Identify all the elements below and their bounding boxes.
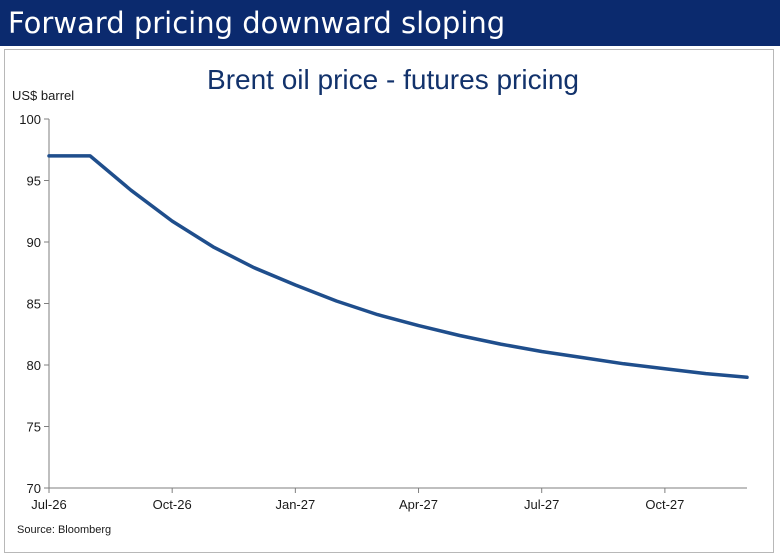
series-line [47,154,749,380]
x-tick-label: Jul-27 [524,497,559,512]
header-banner: Forward pricing downward sloping [0,0,780,46]
banner-title: Forward pricing downward sloping [8,6,506,40]
y-tick-label: 85 [27,297,41,312]
x-tick-label: Oct-27 [645,497,684,512]
y-tick-label: 70 [27,481,41,496]
x-tick-label: Oct-26 [153,497,192,512]
source-note: Source: Bloomberg [17,524,111,536]
x-tick-label: Jan-27 [275,497,315,512]
chart: Brent oil price - futures pricing US$ ba… [12,64,749,536]
plot-area: 70 75 80 85 90 95 100 Jul-26 Oct-26 Jan-27 Apr-27 J… [19,112,749,512]
chart-panel: Brent oil price - futures pricing US$ ba… [4,49,774,553]
x-tick-label: Apr-27 [399,497,438,512]
y-axis-label: US$ barrel [12,88,74,103]
y-tick-label: 90 [27,235,41,250]
y-tick-label: 80 [27,358,41,373]
x-tick-label: Jul-26 [31,497,66,512]
y-tick-label: 95 [27,174,41,189]
y-tick-label: 100 [19,112,41,127]
y-tick-label: 75 [27,420,41,435]
chart-title: Brent oil price - futures pricing [207,64,579,95]
